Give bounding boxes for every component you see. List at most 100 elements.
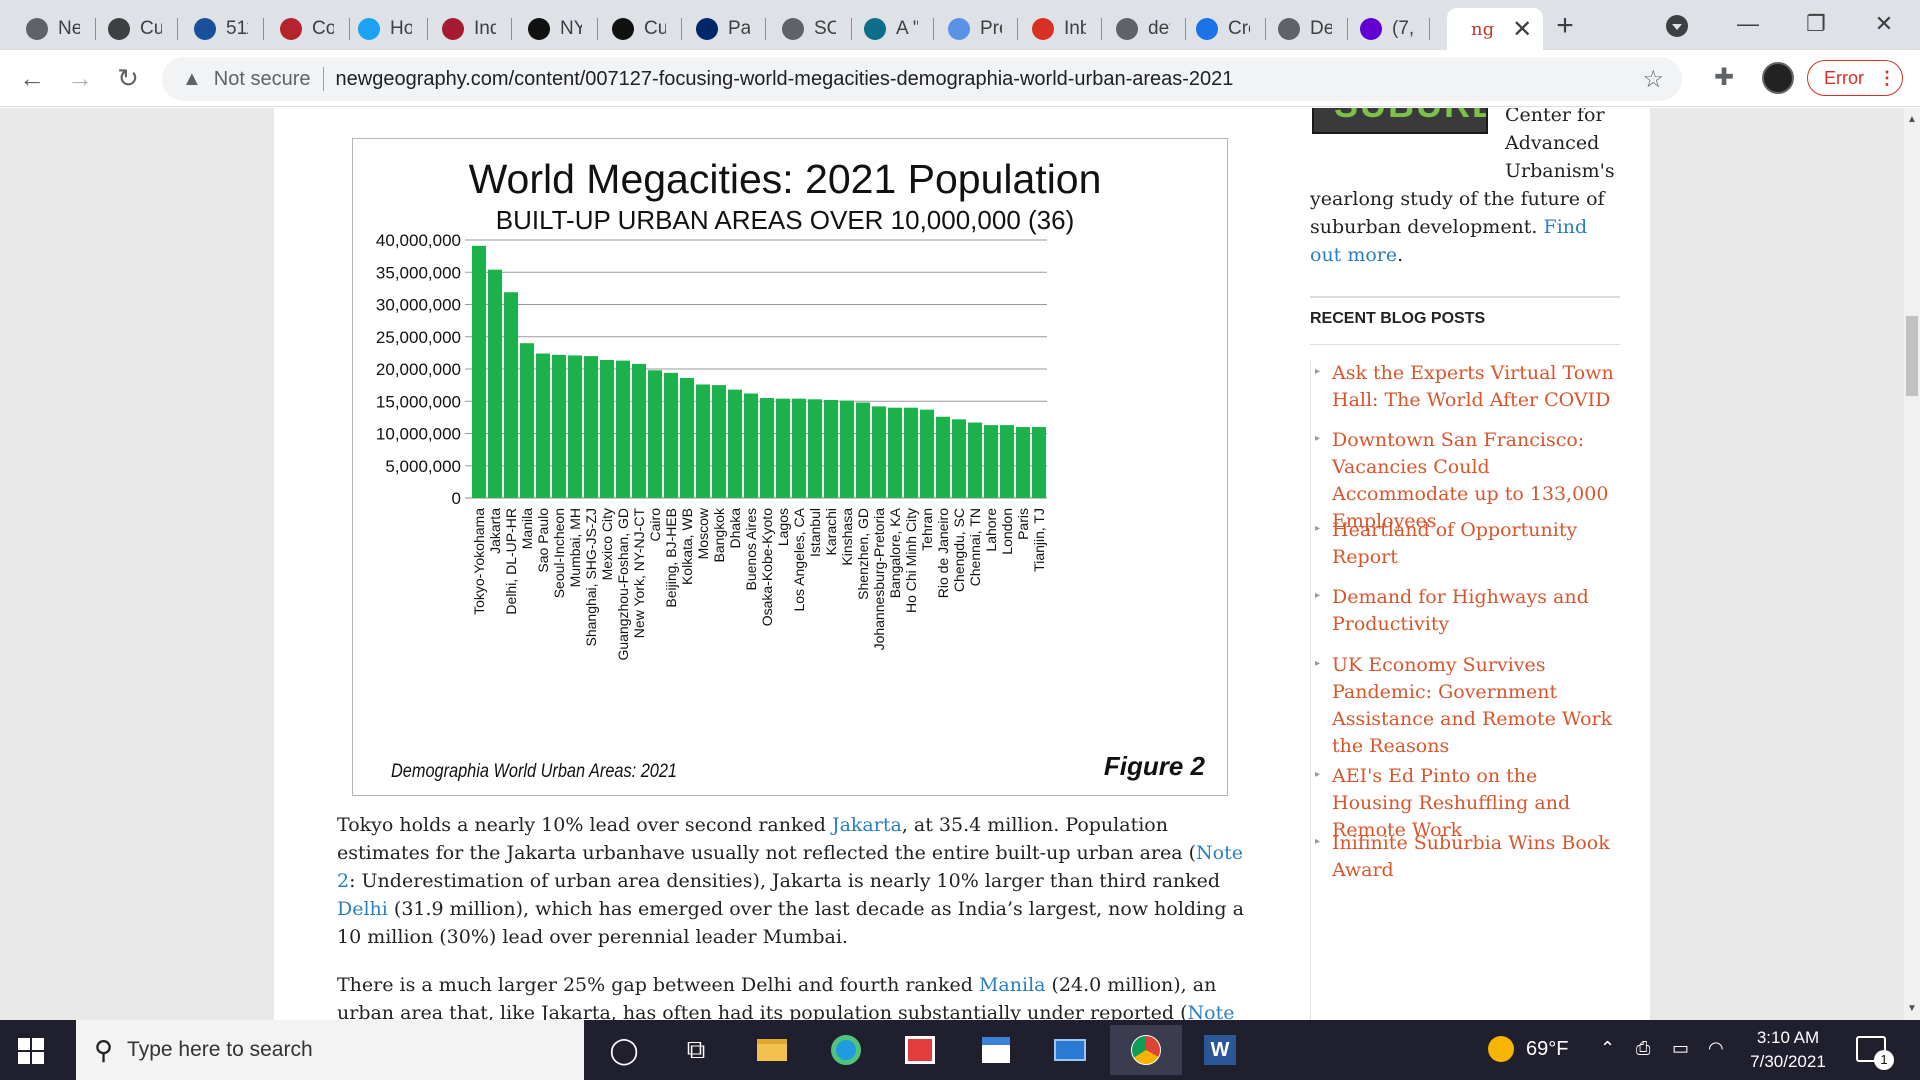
wifi-icon[interactable]: ◠ — [1708, 1038, 1724, 1058]
meet-now-icon[interactable]: ⎙ — [1636, 1038, 1651, 1058]
browser-toolbar: ← → ↻ ▲ Not secure newgeography.com/cont… — [0, 50, 1920, 107]
x-category-label: Shenzhen, GD — [855, 508, 871, 600]
article-text: : Underestimation of urban area densitie… — [349, 870, 1221, 892]
tab-separator — [1101, 18, 1102, 40]
x-category-label: Bangkok — [711, 507, 727, 562]
close-tab-icon[interactable]: ✕ — [1512, 15, 1533, 43]
x-category-label: Chengdu, SC — [951, 508, 967, 592]
recent-post-link[interactable]: Ask the Experts Virtual Town Hall: The W… — [1332, 362, 1614, 411]
article-link[interactable]: Delhi — [337, 898, 388, 920]
cortana-icon[interactable]: ◯ — [609, 1034, 639, 1065]
browser-tab[interactable]: Pre — [934, 8, 1018, 50]
battery-icon[interactable]: ▭ — [1672, 1038, 1690, 1058]
x-category-label: Los Angeles, CA — [791, 507, 807, 611]
error-button[interactable]: Error ⋮ — [1807, 60, 1903, 96]
search-icon: ⚲ — [94, 1034, 114, 1065]
edge-browser-icon[interactable] — [826, 1030, 866, 1070]
vertical-scrollbar[interactable]: ▲ ▼ — [1904, 108, 1920, 1020]
file-explorer-icon[interactable] — [752, 1030, 792, 1070]
address-bar[interactable]: ▲ Not secure newgeography.com/content/00… — [162, 57, 1682, 101]
extensions-puzzle-icon[interactable]: ✚ — [1714, 64, 1735, 91]
scrollbar-thumb[interactable] — [1906, 316, 1918, 396]
scroll-down-arrow-icon[interactable]: ▼ — [1907, 1003, 1917, 1014]
notification-center-icon[interactable]: 1 — [1856, 1036, 1894, 1070]
browser-tab[interactable]: def — [1102, 8, 1186, 50]
browser-tab[interactable]: SO — [768, 8, 852, 50]
chart-bar — [743, 393, 759, 498]
browser-tab[interactable]: Cul — [598, 8, 682, 50]
store-icon[interactable] — [976, 1030, 1016, 1070]
mail-icon[interactable] — [1050, 1030, 1090, 1070]
tab-search-icon[interactable] — [1666, 15, 1688, 37]
article-link[interactable]: Note 2 — [1187, 1002, 1235, 1020]
x-category-label: Tehran — [919, 508, 935, 551]
close-window-button[interactable]: ✕ — [1874, 11, 1894, 36]
browser-tab[interactable]: Cor — [266, 8, 350, 50]
bookmark-star-icon[interactable]: ☆ — [1642, 66, 1664, 93]
article-link[interactable]: Manila — [978, 974, 1046, 996]
scroll-up-arrow-icon[interactable]: ▲ — [1907, 114, 1917, 125]
article-text: There is a much larger 25% gap between D… — [337, 974, 979, 996]
browser-tab[interactable]: NY — [514, 8, 598, 50]
article-link[interactable]: Jakarta — [831, 814, 902, 836]
x-category-label: Jakarta — [487, 508, 503, 554]
find-out-more-link[interactable]: Find out more — [1310, 216, 1588, 266]
tab-separator — [681, 18, 682, 40]
recent-post-link[interactable]: Demand for Highways and Productivity — [1332, 586, 1589, 635]
chrome-icon[interactable] — [1110, 1025, 1182, 1075]
browser-tab[interactable]: Cre — [1182, 8, 1266, 50]
chart-bar — [887, 407, 903, 498]
taskbar-search-box[interactable]: ⚲ Type here to search — [76, 1020, 584, 1080]
tab-separator — [765, 18, 766, 40]
gift-app-icon[interactable] — [900, 1030, 940, 1070]
word-icon[interactable]: W — [1200, 1030, 1240, 1070]
recent-post-link[interactable]: Heartland of Opportunity Report — [1332, 519, 1578, 568]
recent-post-link[interactable]: Downtown San Francisco: Vacancies Could … — [1332, 429, 1609, 532]
system-clock[interactable]: 3:10 AM 7/30/2021 — [1740, 1026, 1836, 1074]
browser-tab[interactable]: De — [1264, 8, 1348, 50]
task-view-icon[interactable]: ⧉ — [686, 1034, 706, 1064]
browser-tab[interactable]: A " — [850, 8, 934, 50]
clock-time: 3:10 AM — [1756, 1028, 1820, 1047]
promo-line-3: Urbanism's — [1505, 160, 1615, 182]
browser-tab[interactable]: Ind — [428, 8, 512, 50]
browser-tab[interactable]: 511 — [180, 8, 264, 50]
recent-post-link[interactable]: Inifinite Suburbia Wins Book Award — [1332, 832, 1610, 881]
x-category-label: Lagos — [775, 508, 791, 546]
weather-widget[interactable]: 69°F — [1488, 1036, 1568, 1062]
browser-tab[interactable]: Ho — [344, 8, 428, 50]
chart-bar — [487, 269, 503, 498]
not-secure-label[interactable]: Not secure — [213, 67, 311, 90]
browser-tab[interactable]: Pat — [682, 8, 766, 50]
minimize-button[interactable]: — — [1737, 11, 1759, 36]
forward-arrow-icon[interactable]: → — [67, 63, 93, 93]
chevron-up-icon[interactable]: ⌃ — [1600, 1038, 1616, 1058]
x-category-label: Osaka-Kobe-Kyoto — [759, 508, 775, 626]
browser-tab[interactable]: Ne — [12, 8, 96, 50]
megacities-bar-chart: World Megacities: 2021 Population BUILT-… — [376, 156, 1206, 782]
new-tab-button[interactable]: + — [1556, 9, 1574, 42]
chart-bars — [471, 245, 1047, 498]
active-tab[interactable]: ng ✕ — [1447, 8, 1543, 50]
warning-icon[interactable]: ▲ — [182, 67, 202, 90]
article-link[interactable]: Note 2 — [337, 842, 1243, 892]
reload-icon[interactable]: ↻ — [117, 63, 139, 93]
article-paragraph-2: There is a much larger 25% gap between D… — [337, 971, 1247, 1020]
windows-start-icon[interactable] — [18, 1038, 44, 1064]
error-label: Error — [1824, 67, 1864, 88]
url-text[interactable]: newgeography.com/content/007127-focusing… — [335, 67, 1234, 90]
restore-button[interactable]: ❐ — [1806, 11, 1826, 36]
back-arrow-icon[interactable]: ← — [19, 63, 45, 93]
recent-post-item: ▸ Heartland of Opportunity Report — [1315, 517, 1621, 571]
tab-separator — [1347, 18, 1348, 40]
browser-tab[interactable]: (7,6 — [1346, 8, 1430, 50]
recent-post-link[interactable]: UK Economy Survives Pandemic: Government… — [1332, 654, 1613, 757]
y-axis-ticks: 40,000,000 35,000,000 30,000,000 25,000,000… — [376, 231, 461, 508]
recent-post-link[interactable]: AEI's Ed Pinto on the Housing Reshufflin… — [1332, 765, 1571, 841]
menu-dots-icon: ⋮ — [1878, 67, 1896, 88]
tab-separator — [263, 18, 264, 40]
profile-avatar[interactable] — [1762, 62, 1794, 94]
browser-tab[interactable]: Inb — [1018, 8, 1102, 50]
browser-tab[interactable]: Cur — [94, 8, 178, 50]
suburbia-banner[interactable]: SUBURBIA — [1312, 108, 1488, 134]
